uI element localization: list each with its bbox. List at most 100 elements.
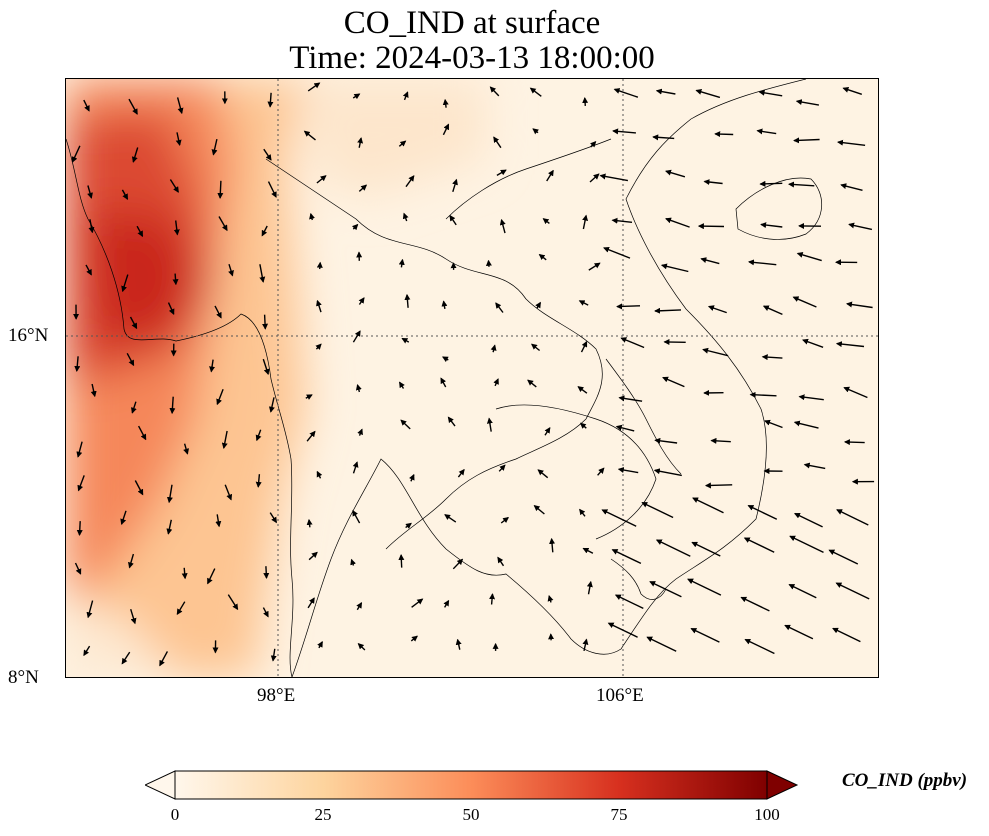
- wind-arrow: [589, 173, 600, 183]
- wind-arrow: [121, 651, 131, 665]
- wind-arrow: [443, 599, 450, 608]
- wind-arrow: [493, 378, 499, 387]
- colorbar-extend-min: [145, 770, 176, 800]
- wind-arrow: [531, 343, 541, 352]
- wind-arrow: [442, 123, 450, 136]
- wind-arrow: [578, 300, 589, 306]
- wind-arrow: [848, 222, 873, 231]
- wind-arrow: [358, 184, 368, 192]
- wind-arrow: [169, 396, 176, 415]
- wind-arrow: [306, 430, 316, 442]
- wind-arrow: [496, 169, 507, 177]
- wind-arrow: [489, 593, 496, 605]
- wind-arrow: [493, 136, 502, 149]
- wind-arrow: [352, 93, 361, 100]
- wind-arrow: [579, 508, 586, 517]
- wind-arrow: [315, 343, 322, 350]
- wind-arrow: [617, 467, 639, 474]
- wind-arrow: [789, 535, 824, 554]
- wind-arrow: [136, 225, 144, 238]
- wind-arrow: [398, 554, 405, 568]
- wind-arrow: [167, 302, 175, 316]
- wind-arrow: [660, 263, 689, 273]
- wind-arrow: [263, 148, 272, 161]
- wind-arrow: [399, 381, 405, 389]
- lat-tick-16n: 16°N: [8, 325, 49, 346]
- wind-arrow: [832, 627, 861, 643]
- wind-arrow: [740, 596, 770, 612]
- wind-arrow: [803, 462, 826, 470]
- wind-arrow: [351, 223, 359, 231]
- lat-tick-8n: 8°N: [8, 667, 39, 688]
- wind-arrow: [535, 301, 541, 309]
- wind-arrow: [743, 537, 775, 553]
- wind-arrow: [358, 297, 365, 305]
- wind-arrow: [130, 401, 137, 414]
- wind-arrow: [544, 427, 551, 436]
- wind-arrow: [529, 87, 542, 97]
- wind-arrow: [317, 641, 323, 649]
- wind-arrow: [128, 98, 138, 115]
- wind-arrow: [442, 356, 449, 363]
- wind-arrow: [662, 376, 685, 388]
- wind-arrow: [533, 505, 545, 515]
- wind-arrow: [307, 597, 315, 609]
- wind-arrow: [687, 578, 722, 596]
- wind-arrow: [126, 352, 135, 367]
- wind-arrow: [582, 638, 589, 652]
- wind-arrow: [616, 303, 641, 310]
- wind-arrow: [216, 389, 224, 406]
- wind-arrow: [303, 130, 316, 141]
- wind-arrow: [795, 99, 820, 106]
- colorbar-gradient: [174, 770, 768, 800]
- wind-arrow: [802, 338, 824, 348]
- wind-arrow: [704, 482, 733, 489]
- wind-arrow: [760, 222, 783, 229]
- wind-arrow: [74, 356, 81, 372]
- wind-arrow: [350, 558, 356, 566]
- wind-arrow: [262, 314, 269, 330]
- wind-arrow: [756, 128, 777, 135]
- wind-arrow: [835, 341, 865, 348]
- wind-arrow: [835, 582, 870, 600]
- wind-arrow: [169, 179, 179, 193]
- wind-arrow: [173, 220, 180, 236]
- wind-arrow: [788, 181, 815, 188]
- map-canvas: [66, 79, 878, 677]
- wind-arrow: [828, 549, 859, 565]
- wind-arrow: [655, 539, 691, 557]
- wind-arrow: [405, 175, 415, 188]
- wind-arrow: [85, 264, 92, 276]
- wind-arrow: [398, 258, 405, 268]
- wind-arrow: [586, 580, 593, 595]
- wind-arrow: [441, 300, 448, 310]
- wind-arrow: [547, 595, 554, 603]
- wind-arrow: [748, 259, 777, 266]
- concentration-field: [66, 79, 486, 677]
- wind-arrow: [793, 137, 820, 144]
- wind-arrow: [129, 316, 138, 330]
- wind-arrow: [655, 88, 676, 95]
- wind-arrow: [398, 140, 407, 147]
- wind-arrow: [798, 394, 824, 401]
- wind-arrow: [166, 484, 173, 504]
- wind-arrow: [714, 131, 734, 138]
- wind-arrow: [309, 212, 315, 221]
- wind-arrow: [690, 627, 720, 643]
- wind-arrow: [485, 259, 492, 267]
- wind-arrow: [490, 344, 497, 353]
- wind-arrow: [452, 558, 464, 570]
- lon-tick-106e: 106°E: [596, 685, 644, 706]
- wind-arrow: [837, 139, 866, 146]
- wind-arrow: [357, 137, 364, 148]
- colorbar-tick-75: 75: [610, 805, 628, 824]
- wind-arrow: [401, 337, 410, 344]
- colorbar-extend-max: [766, 770, 799, 800]
- wind-arrow: [255, 474, 262, 488]
- wind-arrow: [270, 648, 277, 662]
- wind-arrow: [455, 638, 462, 650]
- wind-arrow: [758, 89, 783, 97]
- wind-arrow: [618, 395, 643, 402]
- wind-arrow: [546, 169, 554, 182]
- wind-arrow: [579, 422, 587, 429]
